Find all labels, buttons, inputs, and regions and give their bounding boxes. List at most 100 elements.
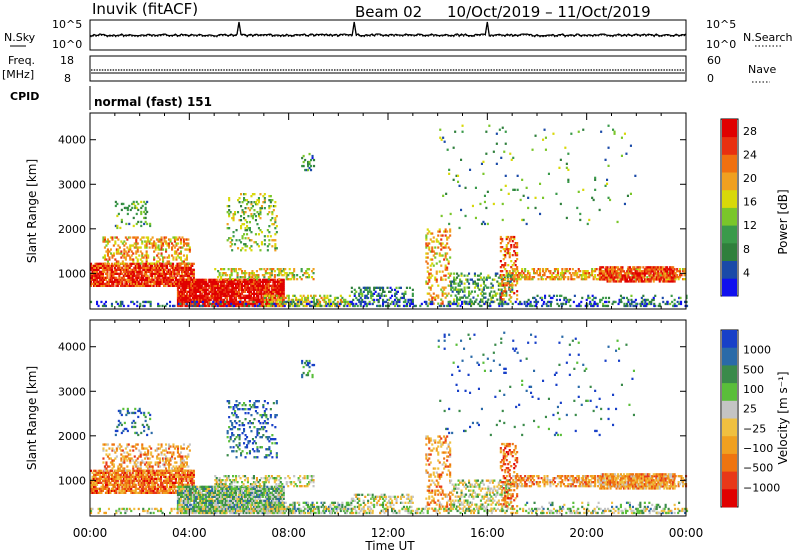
heatmap-cell	[263, 239, 266, 242]
heatmap-cell	[148, 489, 151, 492]
heatmap-cell	[313, 304, 316, 308]
heatmap-cell	[143, 216, 146, 220]
heatmap-cell	[374, 290, 377, 293]
heatmap-cell	[172, 262, 175, 265]
heatmap-cell	[220, 292, 223, 295]
heatmap-cell	[562, 276, 565, 279]
heatmap-cell	[170, 284, 173, 287]
heatmap-cell	[103, 258, 106, 261]
heatmap-cell	[563, 298, 566, 302]
freq-unit: [MHz]	[2, 68, 34, 81]
heatmap-cell	[105, 250, 108, 253]
heatmap-cell	[544, 296, 547, 300]
heatmap-cell	[279, 292, 282, 295]
heatmap-cell	[201, 300, 204, 304]
heatmap-cell	[104, 487, 107, 490]
heatmap-cell	[367, 296, 370, 300]
heatmap-cell	[254, 302, 257, 306]
heatmap-cell	[246, 203, 249, 206]
heatmap-cell	[121, 487, 124, 490]
heatmap-cell	[242, 272, 245, 275]
heatmap-cell	[90, 278, 93, 281]
heatmap-cell	[103, 276, 106, 279]
heatmap-cell	[91, 270, 94, 273]
heatmap-cell	[205, 282, 208, 285]
heatmap-cell	[679, 296, 682, 300]
heatmap-cell	[134, 270, 137, 273]
heatmap-cell	[504, 248, 507, 251]
heatmap-cell	[231, 243, 234, 246]
heatmap-cell	[121, 260, 124, 263]
heatmap-cell	[230, 296, 233, 300]
heatmap-cell	[450, 284, 453, 287]
heatmap-cell	[555, 274, 558, 277]
heatmap-cell	[244, 276, 247, 279]
heatmap-cell	[342, 300, 345, 304]
heatmap-cell	[157, 473, 160, 476]
heatmap-cell	[382, 288, 385, 291]
heatmap-cell	[131, 479, 134, 482]
heatmap-cell	[511, 264, 514, 267]
heatmap-cell	[139, 266, 142, 269]
heatmap-cell	[544, 148, 547, 151]
heatmap-cell	[142, 284, 145, 287]
heatmap-cell	[140, 489, 143, 492]
heatmap-cell	[192, 272, 195, 275]
heatmap-cell	[643, 280, 646, 283]
heatmap-cell	[264, 270, 267, 273]
heatmap-cell	[450, 282, 453, 285]
heatmap-cell	[132, 244, 135, 247]
heatmap-cell	[190, 298, 193, 302]
heatmap-cell	[278, 278, 281, 281]
heatmap-cell	[448, 222, 451, 226]
heatmap-cell	[456, 288, 459, 291]
heatmap-cell	[139, 250, 142, 253]
heatmap-cell	[534, 272, 537, 275]
heatmap-cell	[359, 288, 362, 291]
heatmap-cell	[373, 292, 376, 295]
heatmap-cell	[327, 298, 330, 302]
heatmap-cell	[194, 298, 197, 302]
heatmap-cell	[259, 229, 262, 232]
heatmap-cell	[577, 276, 580, 279]
heatmap-cell	[136, 471, 139, 474]
heatmap-cell	[431, 240, 434, 243]
heatmap-cell	[438, 270, 441, 273]
heatmap-cell	[498, 128, 501, 131]
heatmap-cell	[110, 268, 113, 271]
heatmap-cell	[501, 246, 504, 249]
heatmap-cell	[149, 491, 152, 494]
heatmap-cell	[228, 237, 231, 240]
heatmap-cell	[227, 268, 230, 271]
heatmap-cell	[459, 290, 462, 293]
heatmap-cell	[241, 270, 244, 273]
heatmap-cell	[188, 274, 191, 277]
heatmap-cell	[259, 209, 262, 212]
heatmap-cell	[151, 481, 154, 484]
heatmap-cell	[98, 491, 101, 494]
heatmap-cell	[508, 252, 511, 255]
heatmap-cell	[291, 274, 294, 277]
heatmap-cell	[231, 217, 234, 220]
heatmap-cell	[93, 268, 96, 271]
heatmap-cell	[389, 286, 392, 289]
heatmap-cell	[268, 239, 271, 242]
heatmap-cell	[154, 487, 157, 490]
heatmap-cell	[364, 286, 367, 289]
heatmap-cell	[600, 130, 603, 133]
heatmap-cell	[226, 298, 229, 302]
heatmap-cell	[255, 274, 258, 277]
heatmap-cell	[200, 288, 203, 291]
heatmap-cell	[148, 270, 151, 273]
heatmap-cell	[398, 286, 401, 289]
heatmap-cell	[485, 276, 488, 279]
heatmap-cell	[157, 489, 160, 492]
heatmap-cell	[163, 256, 166, 259]
heatmap-cell	[405, 286, 408, 289]
freq-frame	[89, 55, 687, 82]
heatmap-cell	[202, 286, 205, 289]
heatmap-cell	[147, 254, 150, 257]
heatmap-cell	[382, 300, 385, 304]
heatmap-cell	[185, 242, 188, 245]
